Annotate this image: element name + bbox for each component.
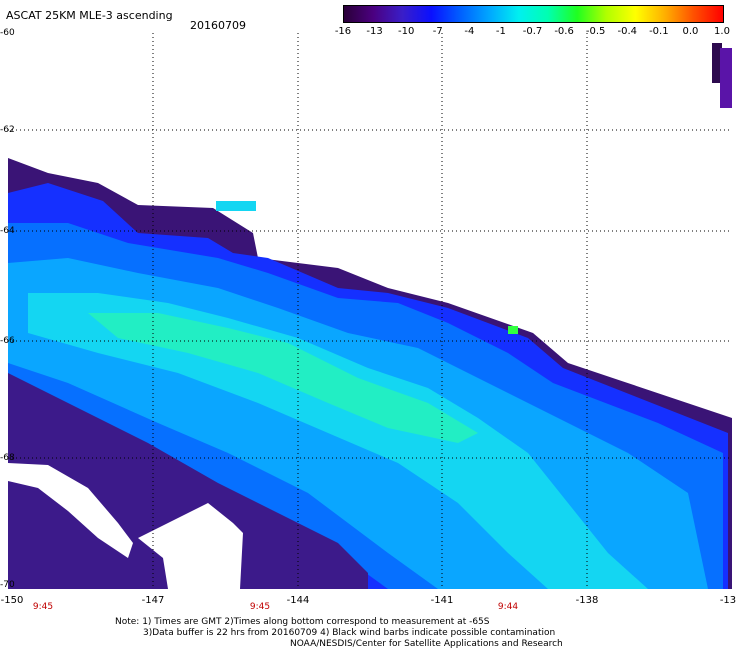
y-tick-label: -66	[0, 336, 15, 346]
swath-gap-2	[138, 503, 243, 589]
colorbar-tick-label: -0.5	[585, 26, 606, 37]
swath-aqua	[88, 313, 478, 443]
colorbar-tick-label: -0.4	[617, 26, 638, 37]
swath-cyan	[28, 293, 648, 589]
colorbar-tick-label: -7	[432, 26, 443, 37]
footnote-line-3: NOAA/NESDIS/Center for Satellite Applica…	[290, 639, 563, 649]
x-tick-label: -144	[286, 595, 310, 606]
colorbar-tick-label: -0.1	[649, 26, 669, 37]
y-tick-label: -60	[0, 28, 15, 38]
colorbar-tick-label: -0.7	[522, 26, 543, 37]
time-label: 9:45	[32, 602, 54, 612]
swath-strip-purple	[720, 48, 732, 108]
x-tick-label: -138	[575, 595, 599, 606]
colorbar-tick-label: 1.0	[714, 26, 730, 37]
colorbar-tick-label: -16	[334, 26, 352, 37]
colorbar-tick-label: -4	[464, 26, 475, 37]
x-tick-label: -150	[0, 595, 24, 606]
swath-green-pixel	[508, 326, 518, 334]
time-label: 9:45	[249, 602, 271, 612]
footnote-line-2: 3)Data buffer is 22 hrs from 20160709 4)…	[143, 628, 556, 638]
time-label: 9:44	[497, 602, 519, 612]
y-tick-label: -70	[0, 580, 15, 590]
colorbar-tick-label: 0.0	[682, 26, 699, 37]
footnote-line-1: Note: 1) Times are GMT 2)Times along bot…	[115, 617, 490, 627]
x-tick-label: -141	[430, 595, 454, 606]
map-title: ASCAT 25KM MLE-3 ascending	[6, 9, 173, 22]
colorbar-tick-label: -0.6	[554, 26, 574, 37]
y-tick-label: -62	[0, 125, 15, 135]
swath-cyan-patch	[216, 201, 256, 211]
colorbar-tick-label: -13	[366, 26, 383, 37]
swath-gap-1	[8, 463, 133, 558]
swath-strip-dark	[712, 43, 722, 83]
colorbar-tick-label: -10	[397, 26, 415, 37]
x-tick-label: -147	[141, 595, 165, 606]
swath-data	[8, 43, 732, 589]
map-date: 20160709	[190, 19, 246, 32]
y-tick-label: -68	[0, 453, 15, 463]
colorbar-tick-label: -1	[495, 26, 506, 37]
grid	[8, 33, 732, 589]
colorbar	[343, 5, 724, 23]
x-tick-label: -13	[719, 595, 737, 606]
swath-map	[8, 33, 732, 589]
y-tick-label: -64	[0, 226, 15, 236]
